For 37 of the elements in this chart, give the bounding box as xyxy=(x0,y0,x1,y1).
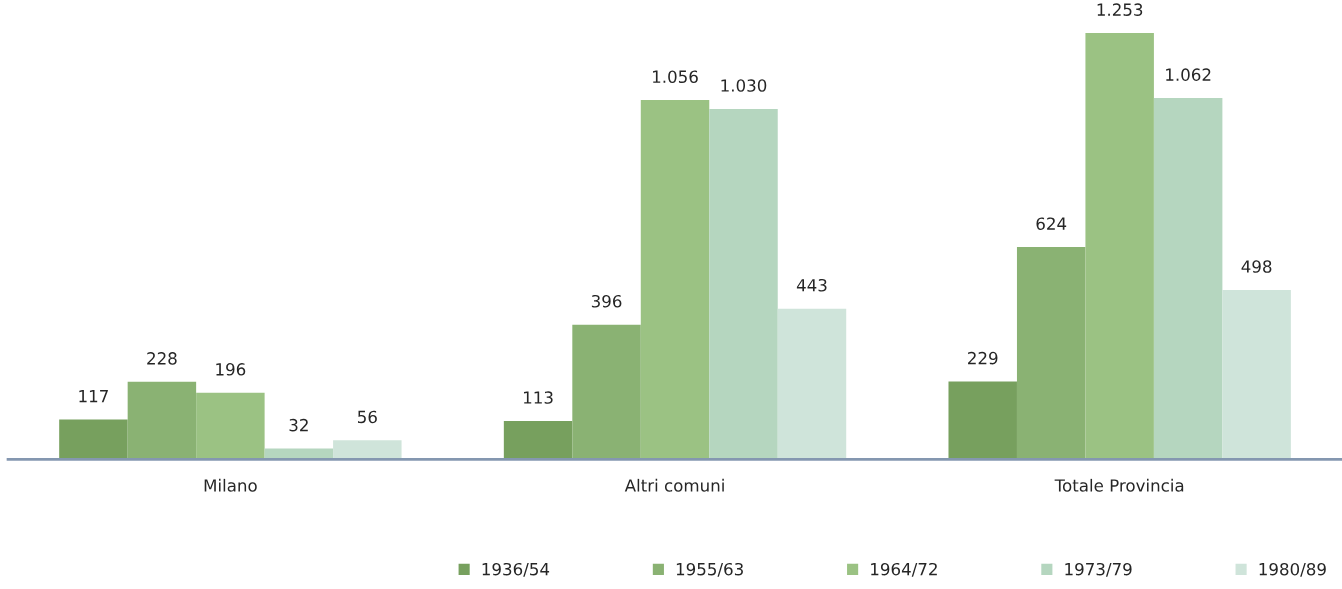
data-label: 1.056 xyxy=(653,70,698,84)
data-label: 196 xyxy=(216,363,246,376)
legend-label: 1936/54 xyxy=(482,562,550,577)
data-label: 56 xyxy=(358,410,377,424)
data-label: 624 xyxy=(1036,217,1067,230)
data-label: 113 xyxy=(524,391,553,404)
x-tick-label: Milano xyxy=(204,478,257,492)
bar xyxy=(1085,33,1154,460)
data-label: 32 xyxy=(289,418,308,432)
data-label: 443 xyxy=(796,278,827,292)
data-label: 1.030 xyxy=(721,79,767,92)
x-tick-label: Altri comuni xyxy=(624,478,724,492)
data-label: 228 xyxy=(147,352,177,365)
bar xyxy=(1222,289,1291,460)
data-label: 229 xyxy=(968,351,998,365)
bar xyxy=(196,392,265,460)
bar xyxy=(948,381,1017,460)
bar xyxy=(503,420,573,460)
x-tick-label: Totale Provincia xyxy=(1054,478,1184,492)
bar xyxy=(333,440,402,460)
data-label: 1.253 xyxy=(1097,3,1143,16)
bar xyxy=(1016,247,1086,460)
legend-label: 1973/79 xyxy=(1065,562,1132,577)
bar xyxy=(127,381,197,460)
bar xyxy=(640,100,710,460)
legend-label: 1955/63 xyxy=(676,562,743,577)
bar xyxy=(777,308,847,460)
data-label: 117 xyxy=(79,390,108,403)
data-label: 396 xyxy=(591,294,622,308)
bar xyxy=(1153,98,1223,460)
data-label: 1.062 xyxy=(1166,68,1211,81)
data-label: 498 xyxy=(1241,260,1272,273)
legend-label: 1964/72 xyxy=(871,562,937,577)
bar xyxy=(709,108,778,460)
bar xyxy=(59,419,128,460)
legend-label: 1980/89 xyxy=(1259,562,1326,577)
bar xyxy=(572,324,641,460)
